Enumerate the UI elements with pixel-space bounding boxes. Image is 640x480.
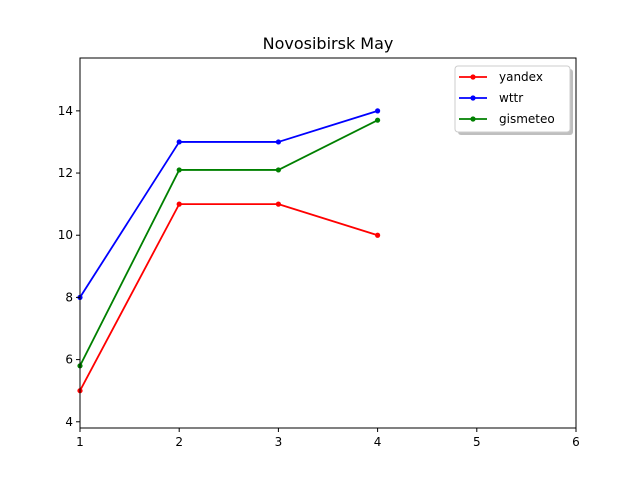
legend-marker bbox=[470, 116, 476, 122]
data-point-yandex bbox=[275, 201, 281, 207]
legend-entry-gismeteo: gismeteo bbox=[459, 112, 555, 126]
data-point-yandex bbox=[375, 232, 381, 238]
legend-label: wttr bbox=[499, 91, 523, 105]
y-tick-label: 10 bbox=[58, 228, 73, 242]
data-point-yandex bbox=[176, 201, 182, 207]
data-point-wttr bbox=[176, 139, 182, 145]
x-tick-label: 6 bbox=[572, 435, 580, 449]
data-point-gismeteo bbox=[275, 167, 281, 173]
legend-entry-yandex: yandex bbox=[459, 70, 543, 84]
legend-box bbox=[454, 65, 571, 133]
series-layer bbox=[77, 108, 381, 394]
y-tick-label: 6 bbox=[65, 353, 73, 367]
data-point-wttr bbox=[375, 108, 381, 114]
y-tick-label: 12 bbox=[58, 166, 73, 180]
axes-frame bbox=[79, 57, 577, 429]
chart-title: Novosibirsk May bbox=[263, 34, 394, 53]
y-tick-label: 14 bbox=[58, 104, 73, 118]
x-tick-label: 1 bbox=[76, 435, 84, 449]
data-point-gismeteo bbox=[375, 117, 381, 123]
legend-label: gismeteo bbox=[499, 112, 555, 126]
x-tick-label: 2 bbox=[175, 435, 183, 449]
series-wttr bbox=[77, 108, 381, 301]
series-line-gismeteo bbox=[78, 118, 379, 368]
series-line-yandex bbox=[78, 203, 379, 392]
x-tick-label: 4 bbox=[374, 435, 382, 449]
y-tick-label: 4 bbox=[65, 415, 73, 429]
legend-marker bbox=[470, 74, 476, 80]
legend: yandex wttr gismeteo bbox=[454, 65, 573, 135]
series-line-wttr bbox=[78, 109, 379, 299]
legend-label: yandex bbox=[499, 70, 543, 84]
data-point-wttr bbox=[275, 139, 281, 145]
x-tick-label: 5 bbox=[473, 435, 481, 449]
legend-marker bbox=[470, 95, 476, 101]
data-point-gismeteo bbox=[176, 167, 182, 173]
legend-entry-wttr: wttr bbox=[459, 91, 523, 105]
series-gismeteo bbox=[77, 117, 381, 369]
y-tick-label: 8 bbox=[65, 290, 73, 304]
x-tick-label: 3 bbox=[275, 435, 283, 449]
series-yandex bbox=[77, 201, 381, 394]
